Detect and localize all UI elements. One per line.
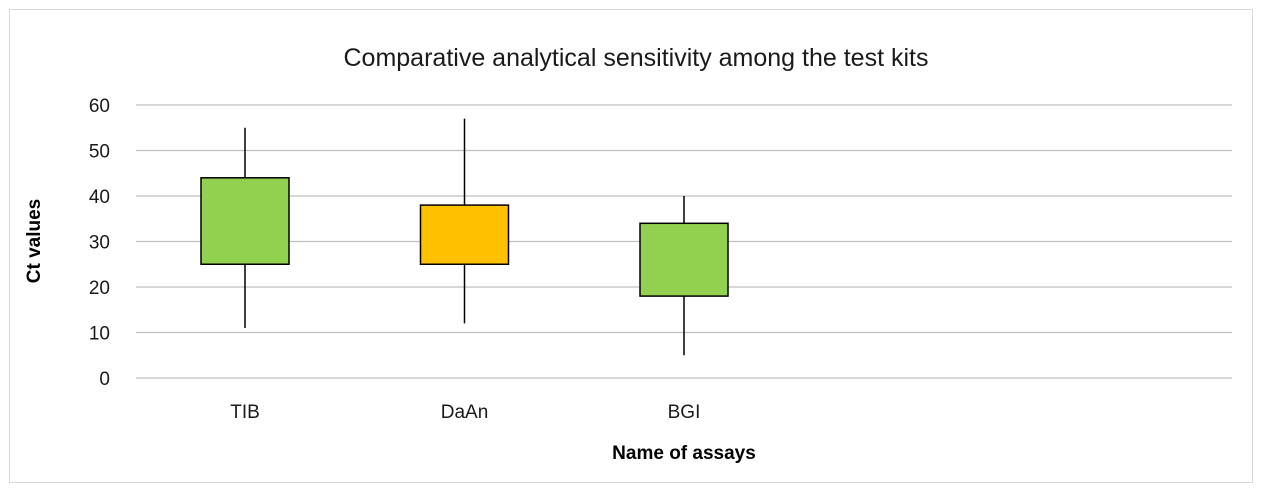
y-tick-label: 0 (99, 369, 110, 390)
x-tick-label: DaAn (441, 402, 489, 423)
x-tick-label: TIB (230, 402, 260, 423)
y-tick-label: 20 (89, 278, 110, 299)
y-tick-labels: 0 10 20 30 40 50 60 (89, 96, 110, 390)
iqr-box (639, 222, 729, 297)
x-tick-label: BGI (668, 402, 701, 423)
box-daan (419, 118, 510, 324)
box-bgi (639, 196, 729, 356)
x-tick-labels: TIB DaAn BGI (230, 402, 700, 423)
x-axis-title: Name of assays (612, 443, 756, 464)
y-axis-title: Ct values (24, 199, 45, 283)
boxes (200, 118, 729, 356)
y-tick-label: 50 (89, 142, 110, 163)
chart-title: Comparative analytical sensitivity among… (344, 44, 929, 72)
y-tick-label: 10 (89, 324, 110, 345)
iqr-box (419, 204, 510, 266)
iqr-box (200, 177, 290, 265)
y-tick-label: 30 (89, 233, 110, 254)
box-tib (200, 127, 290, 328)
y-tick-label: 40 (89, 187, 110, 208)
y-tick-label: 60 (89, 96, 110, 117)
